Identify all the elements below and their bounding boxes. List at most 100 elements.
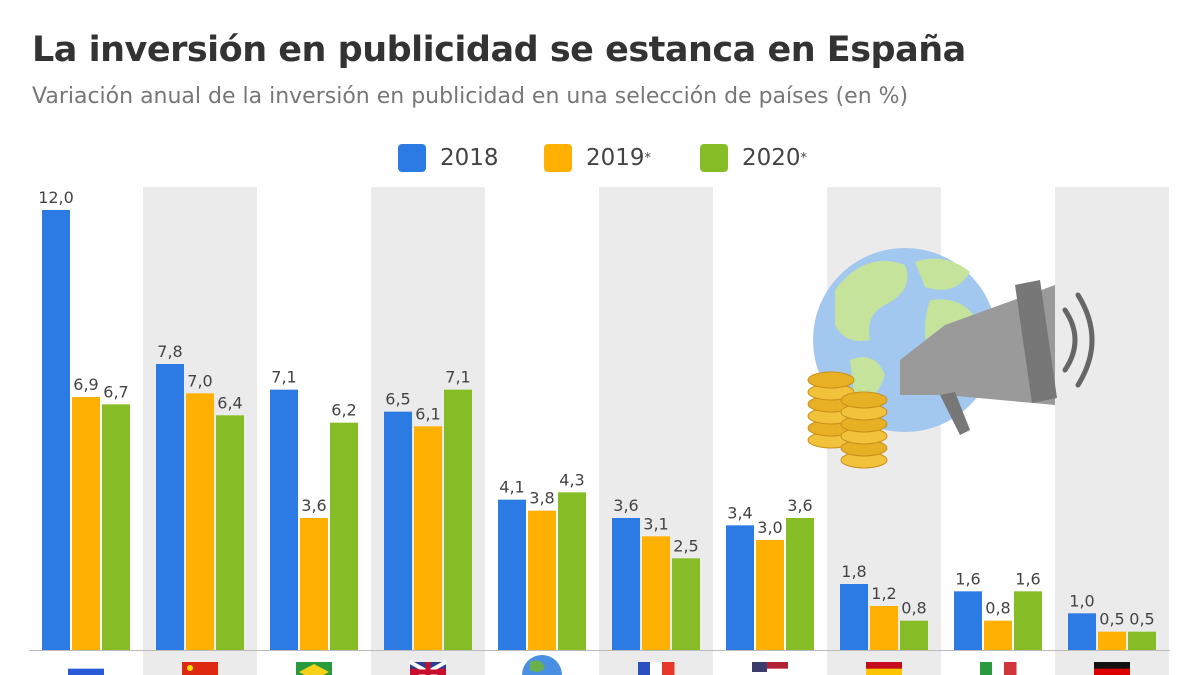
data-label: 2,5 [673, 536, 698, 555]
data-label: 1,6 [1015, 569, 1040, 588]
group-background [1055, 187, 1169, 675]
bar-alemania-2019 [1098, 631, 1126, 650]
data-label: 6,9 [73, 375, 98, 394]
legend-label: 2019 [586, 145, 645, 171]
bar-mundo-2020 [558, 492, 586, 650]
bar-italia-2020 [1014, 591, 1042, 650]
flag-stripe [68, 668, 104, 675]
coin-icon [807, 371, 855, 389]
bar-mundo-2019 [528, 510, 556, 650]
bar-estados-unidos-2018 [726, 525, 754, 650]
data-label: 1,6 [955, 569, 980, 588]
data-label: 4,3 [559, 470, 584, 489]
bar-alemania-2018 [1068, 613, 1096, 650]
globe-megaphone-illustration [807, 248, 1095, 469]
data-label: 3,6 [613, 496, 638, 515]
data-label: 3,1 [643, 514, 668, 533]
bar-brasil-2019 [300, 518, 328, 650]
flag-stripe [752, 668, 788, 675]
data-label: 3,4 [727, 503, 752, 522]
legend-note: * [800, 150, 808, 166]
globe-icon [522, 655, 562, 675]
data-label: 6,4 [217, 393, 242, 412]
legend-note: * [644, 150, 652, 166]
flag-brazil-icon [296, 662, 332, 675]
bar-reino-unido-2020 [444, 389, 472, 650]
data-label: 3,6 [301, 496, 326, 515]
legend-item-2019: 2019 * [544, 144, 651, 172]
bar-brasil-2020 [330, 422, 358, 650]
bar-estados-unidos-2020 [786, 518, 814, 650]
bar-rusia-2019 [72, 397, 100, 650]
bar-mundo-2018 [498, 499, 526, 650]
data-label: 1,2 [871, 584, 896, 603]
data-label: 6,7 [103, 382, 128, 401]
bar-brasil-2018 [270, 389, 298, 650]
data-label: 6,2 [331, 401, 356, 420]
bar-españa-2019 [870, 606, 898, 650]
flag-stripe [1094, 668, 1130, 675]
chart-subtitle: Variación anual de la inversión en publi… [32, 84, 909, 109]
data-label: 3,0 [757, 518, 782, 537]
megaphone-bell [1015, 280, 1057, 403]
flag-spain-icon [866, 662, 902, 675]
flag-italy-icon [980, 662, 1017, 675]
data-label: 4,1 [499, 478, 524, 497]
flag-stripe [980, 662, 993, 675]
bar-alemania-2020 [1128, 631, 1156, 650]
data-label: 0,8 [985, 599, 1010, 618]
data-label: 6,1 [415, 404, 440, 423]
megaphone-icon [900, 285, 1055, 405]
bar-francia-2019 [642, 536, 670, 650]
data-label: 7,0 [187, 371, 212, 390]
data-label: 3,6 [787, 496, 812, 515]
flag-diamond [299, 664, 329, 675]
legend-swatch [700, 144, 728, 172]
bar-italia-2018 [954, 591, 982, 650]
flag-canton [752, 662, 767, 672]
flag-usa-icon [752, 662, 788, 675]
data-label: 3,8 [529, 489, 554, 508]
legend-swatch [544, 144, 572, 172]
bar-españa-2018 [840, 584, 868, 650]
bar-china-2019 [186, 393, 214, 650]
coin-icon [840, 391, 888, 409]
flag-stripe [662, 662, 675, 675]
data-label: 7,8 [157, 342, 182, 361]
legend-swatch [398, 144, 426, 172]
bar-reino-unido-2019 [414, 426, 442, 650]
flag-china-icon [182, 662, 218, 675]
flag-uk-icon [409, 660, 447, 675]
bar-rusia-2018 [42, 210, 70, 650]
flag-france-icon [638, 662, 675, 675]
sound-waves-icon [1062, 292, 1095, 388]
data-label: 0,8 [901, 599, 926, 618]
chart-title: La inversión en publicidad se estanca en… [32, 30, 966, 70]
megaphone-handle [940, 392, 970, 435]
bar-españa-2020 [900, 620, 928, 650]
flag-stripe [650, 662, 663, 675]
data-label: 0,5 [1099, 610, 1124, 629]
data-label: 0,5 [1129, 610, 1154, 629]
bar-china-2020 [216, 415, 244, 650]
data-label: 1,8 [841, 562, 866, 581]
flag-stripe [752, 662, 788, 670]
flag-germany-icon [1094, 662, 1130, 675]
legend-label: 2018 [440, 145, 499, 171]
data-label: 12,0 [38, 188, 74, 207]
bar-rusia-2020 [102, 404, 130, 650]
flag-stripe [1004, 662, 1017, 675]
bar-francia-2018 [612, 518, 640, 650]
data-label: 6,5 [385, 390, 410, 409]
legend-item-2020: 2020 * [700, 144, 807, 172]
data-label: 7,1 [445, 368, 470, 387]
bar-china-2018 [156, 364, 184, 650]
bar-francia-2020 [672, 558, 700, 650]
legend-label: 2020 [742, 145, 801, 171]
legend-item-2018: 2018 [398, 144, 499, 172]
bar-italia-2019 [984, 620, 1012, 650]
land [530, 660, 545, 672]
flag-stripe [1094, 662, 1130, 670]
data-label: 1,0 [1069, 591, 1094, 610]
